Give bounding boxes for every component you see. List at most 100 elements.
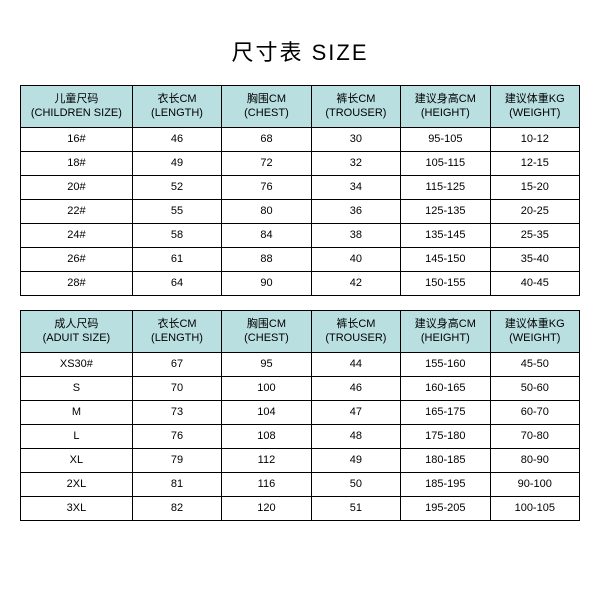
header-cell: 建议身高CM(HEIGHT) bbox=[401, 311, 490, 353]
table-row: XL7911249180-18580-90 bbox=[21, 449, 580, 473]
table-row: 22#558036125-13520-25 bbox=[21, 200, 580, 224]
table-cell: 52 bbox=[132, 176, 221, 200]
table-row: 18#497232105-11512-15 bbox=[21, 152, 580, 176]
table-cell: 22# bbox=[21, 200, 133, 224]
table-cell: 105-115 bbox=[401, 152, 490, 176]
table-cell: 195-205 bbox=[401, 497, 490, 521]
table-cell: 90 bbox=[222, 272, 311, 296]
table-cell: 150-155 bbox=[401, 272, 490, 296]
children-size-table: 儿童尺码(CHILDREN SIZE) 衣长CM(LENGTH) 胸围CM(CH… bbox=[20, 85, 580, 296]
header-cell: 衣长CM(LENGTH) bbox=[132, 86, 221, 128]
table-cell: 68 bbox=[222, 128, 311, 152]
table-cell: 50-60 bbox=[490, 377, 579, 401]
table-row: 16#46683095-10510-12 bbox=[21, 128, 580, 152]
table-cell: 10-12 bbox=[490, 128, 579, 152]
adult-table-body: XS30#679544155-16045-50S7010046160-16550… bbox=[21, 353, 580, 521]
table-row: XS30#679544155-16045-50 bbox=[21, 353, 580, 377]
table-cell: 30 bbox=[311, 128, 400, 152]
table-header-row: 儿童尺码(CHILDREN SIZE) 衣长CM(LENGTH) 胸围CM(CH… bbox=[21, 86, 580, 128]
table-row: 20#527634115-12515-20 bbox=[21, 176, 580, 200]
table-cell: 145-150 bbox=[401, 248, 490, 272]
table-cell: 34 bbox=[311, 176, 400, 200]
header-cell: 建议身高CM(HEIGHT) bbox=[401, 86, 490, 128]
table-cell: 46 bbox=[311, 377, 400, 401]
table-cell: 79 bbox=[132, 449, 221, 473]
header-cell: 儿童尺码(CHILDREN SIZE) bbox=[21, 86, 133, 128]
header-cell: 裤长CM(TROUSER) bbox=[311, 86, 400, 128]
table-cell: 104 bbox=[222, 401, 311, 425]
table-cell: 165-175 bbox=[401, 401, 490, 425]
table-cell: 32 bbox=[311, 152, 400, 176]
table-cell: XS30# bbox=[21, 353, 133, 377]
table-cell: 64 bbox=[132, 272, 221, 296]
header-cell: 胸围CM(CHEST) bbox=[222, 86, 311, 128]
adult-size-table: 成人尺码(ADUIT SIZE) 衣长CM(LENGTH) 胸围CM(CHEST… bbox=[20, 310, 580, 521]
table-cell: 100-105 bbox=[490, 497, 579, 521]
table-cell: 180-185 bbox=[401, 449, 490, 473]
table-cell: 12-15 bbox=[490, 152, 579, 176]
table-cell: 175-180 bbox=[401, 425, 490, 449]
table-cell: 80 bbox=[222, 200, 311, 224]
table-cell: 55 bbox=[132, 200, 221, 224]
table-cell: 81 bbox=[132, 473, 221, 497]
table-row: 2XL8111650185-19590-100 bbox=[21, 473, 580, 497]
table-cell: 16# bbox=[21, 128, 133, 152]
table-cell: 48 bbox=[311, 425, 400, 449]
table-row: L7610848175-18070-80 bbox=[21, 425, 580, 449]
children-table-body: 16#46683095-10510-1218#497232105-11512-1… bbox=[21, 128, 580, 296]
table-cell: 155-160 bbox=[401, 353, 490, 377]
header-cell: 裤长CM(TROUSER) bbox=[311, 311, 400, 353]
table-cell: 67 bbox=[132, 353, 221, 377]
table-cell: 95-105 bbox=[401, 128, 490, 152]
table-cell: 25-35 bbox=[490, 224, 579, 248]
table-cell: 76 bbox=[222, 176, 311, 200]
table-cell: 15-20 bbox=[490, 176, 579, 200]
table-cell: 84 bbox=[222, 224, 311, 248]
table-cell: 70-80 bbox=[490, 425, 579, 449]
table-cell: 40-45 bbox=[490, 272, 579, 296]
table-cell: 185-195 bbox=[401, 473, 490, 497]
table-cell: 61 bbox=[132, 248, 221, 272]
table-cell: 36 bbox=[311, 200, 400, 224]
header-cell: 衣长CM(LENGTH) bbox=[132, 311, 221, 353]
table-cell: 108 bbox=[222, 425, 311, 449]
table-cell: 50 bbox=[311, 473, 400, 497]
table-cell: L bbox=[21, 425, 133, 449]
table-cell: 42 bbox=[311, 272, 400, 296]
table-cell: 76 bbox=[132, 425, 221, 449]
header-cell: 建议体重KG(WEIGHT) bbox=[490, 86, 579, 128]
table-row: 28#649042150-15540-45 bbox=[21, 272, 580, 296]
table-cell: 49 bbox=[132, 152, 221, 176]
table-cell: 44 bbox=[311, 353, 400, 377]
table-cell: 35-40 bbox=[490, 248, 579, 272]
table-row: 24#588438135-14525-35 bbox=[21, 224, 580, 248]
table-row: 26#618840145-15035-40 bbox=[21, 248, 580, 272]
page-title: 尺寸表 SIZE bbox=[231, 35, 368, 67]
children-size-table-wrap: 儿童尺码(CHILDREN SIZE) 衣长CM(LENGTH) 胸围CM(CH… bbox=[20, 85, 580, 296]
header-cell: 建议体重KG(WEIGHT) bbox=[490, 311, 579, 353]
table-cell: 100 bbox=[222, 377, 311, 401]
table-cell: 160-165 bbox=[401, 377, 490, 401]
table-cell: 3XL bbox=[21, 497, 133, 521]
table-cell: 88 bbox=[222, 248, 311, 272]
table-cell: 24# bbox=[21, 224, 133, 248]
adult-size-table-wrap: 成人尺码(ADUIT SIZE) 衣长CM(LENGTH) 胸围CM(CHEST… bbox=[20, 310, 580, 521]
header-cell: 胸围CM(CHEST) bbox=[222, 311, 311, 353]
table-cell: 45-50 bbox=[490, 353, 579, 377]
table-cell: 2XL bbox=[21, 473, 133, 497]
table-cell: S bbox=[21, 377, 133, 401]
table-cell: 47 bbox=[311, 401, 400, 425]
table-cell: 58 bbox=[132, 224, 221, 248]
table-cell: 90-100 bbox=[490, 473, 579, 497]
table-cell: 82 bbox=[132, 497, 221, 521]
table-cell: 95 bbox=[222, 353, 311, 377]
table-cell: 38 bbox=[311, 224, 400, 248]
table-cell: 26# bbox=[21, 248, 133, 272]
table-cell: 51 bbox=[311, 497, 400, 521]
table-cell: 80-90 bbox=[490, 449, 579, 473]
table-cell: 115-125 bbox=[401, 176, 490, 200]
table-cell: 135-145 bbox=[401, 224, 490, 248]
table-cell: 28# bbox=[21, 272, 133, 296]
table-cell: 120 bbox=[222, 497, 311, 521]
table-row: S7010046160-16550-60 bbox=[21, 377, 580, 401]
